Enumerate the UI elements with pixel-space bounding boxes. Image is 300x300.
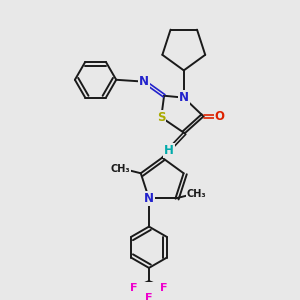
Text: N: N [140,75,149,88]
Text: F: F [145,293,153,300]
Text: F: F [160,283,168,292]
Text: N: N [179,91,189,104]
Text: F: F [130,283,138,292]
Text: N: N [144,192,154,205]
Text: O: O [214,110,224,123]
Text: S: S [157,111,166,124]
Text: CH₃: CH₃ [186,189,206,199]
Text: H: H [164,144,174,157]
Text: CH₃: CH₃ [110,164,130,174]
